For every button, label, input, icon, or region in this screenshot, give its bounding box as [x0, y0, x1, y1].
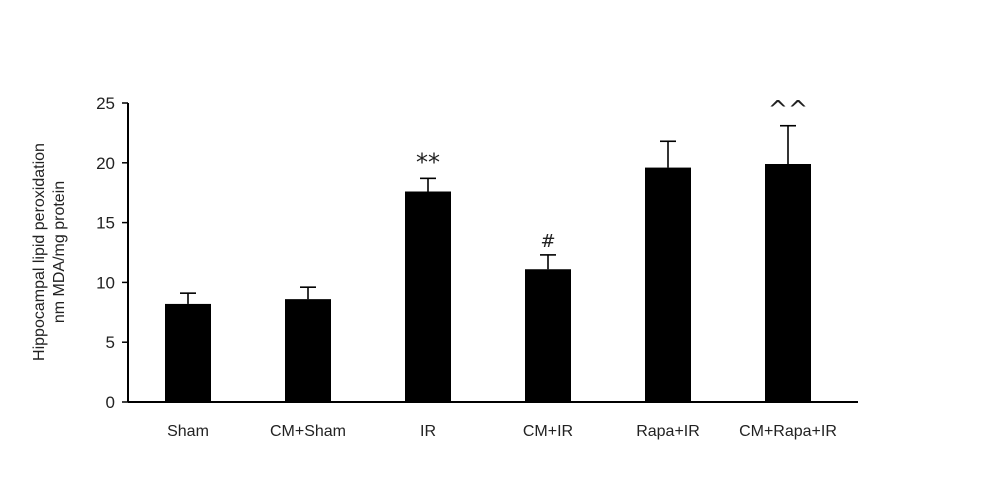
significance-annotations: ** # ^^ [416, 96, 808, 252]
y-axis-label-line-1: Hippocampal lipid peroxidation [31, 143, 48, 361]
x-axis-category-labels: Sham CM+Sham IR CM+IR Rapa+IR CM+Rapa+IR [167, 423, 837, 440]
x-category-label: Rapa+IR [636, 423, 700, 440]
y-tick-label: 10 [96, 273, 115, 292]
y-tick-label: 20 [96, 154, 115, 173]
y-axis-ticks: 0 5 10 15 20 25 [96, 94, 128, 412]
bars [165, 163, 811, 402]
y-tick-label: 25 [96, 94, 115, 113]
x-category-label: CM+Sham [270, 423, 346, 440]
bar [645, 167, 691, 402]
significance-marker: ^^ [768, 96, 808, 124]
x-category-label: CM+IR [523, 423, 573, 440]
bar [405, 191, 451, 402]
bar [525, 269, 571, 402]
y-axis-label: Hippocampal lipid peroxidation nm MDA/mg… [31, 143, 68, 361]
x-category-label: CM+Rapa+IR [739, 423, 837, 440]
significance-marker: # [540, 231, 555, 252]
significance-marker: ** [416, 148, 440, 176]
bar [765, 163, 811, 402]
y-tick-label: 15 [96, 214, 115, 233]
x-category-label: Sham [167, 423, 209, 440]
y-axis-label-line-2: nm MDA/mg protein [51, 181, 68, 323]
y-tick-label: 0 [106, 393, 115, 412]
bar [165, 303, 211, 402]
error-bars [180, 124, 796, 304]
y-tick-label: 5 [106, 333, 115, 352]
x-category-label: IR [420, 423, 436, 440]
bar [285, 299, 331, 402]
